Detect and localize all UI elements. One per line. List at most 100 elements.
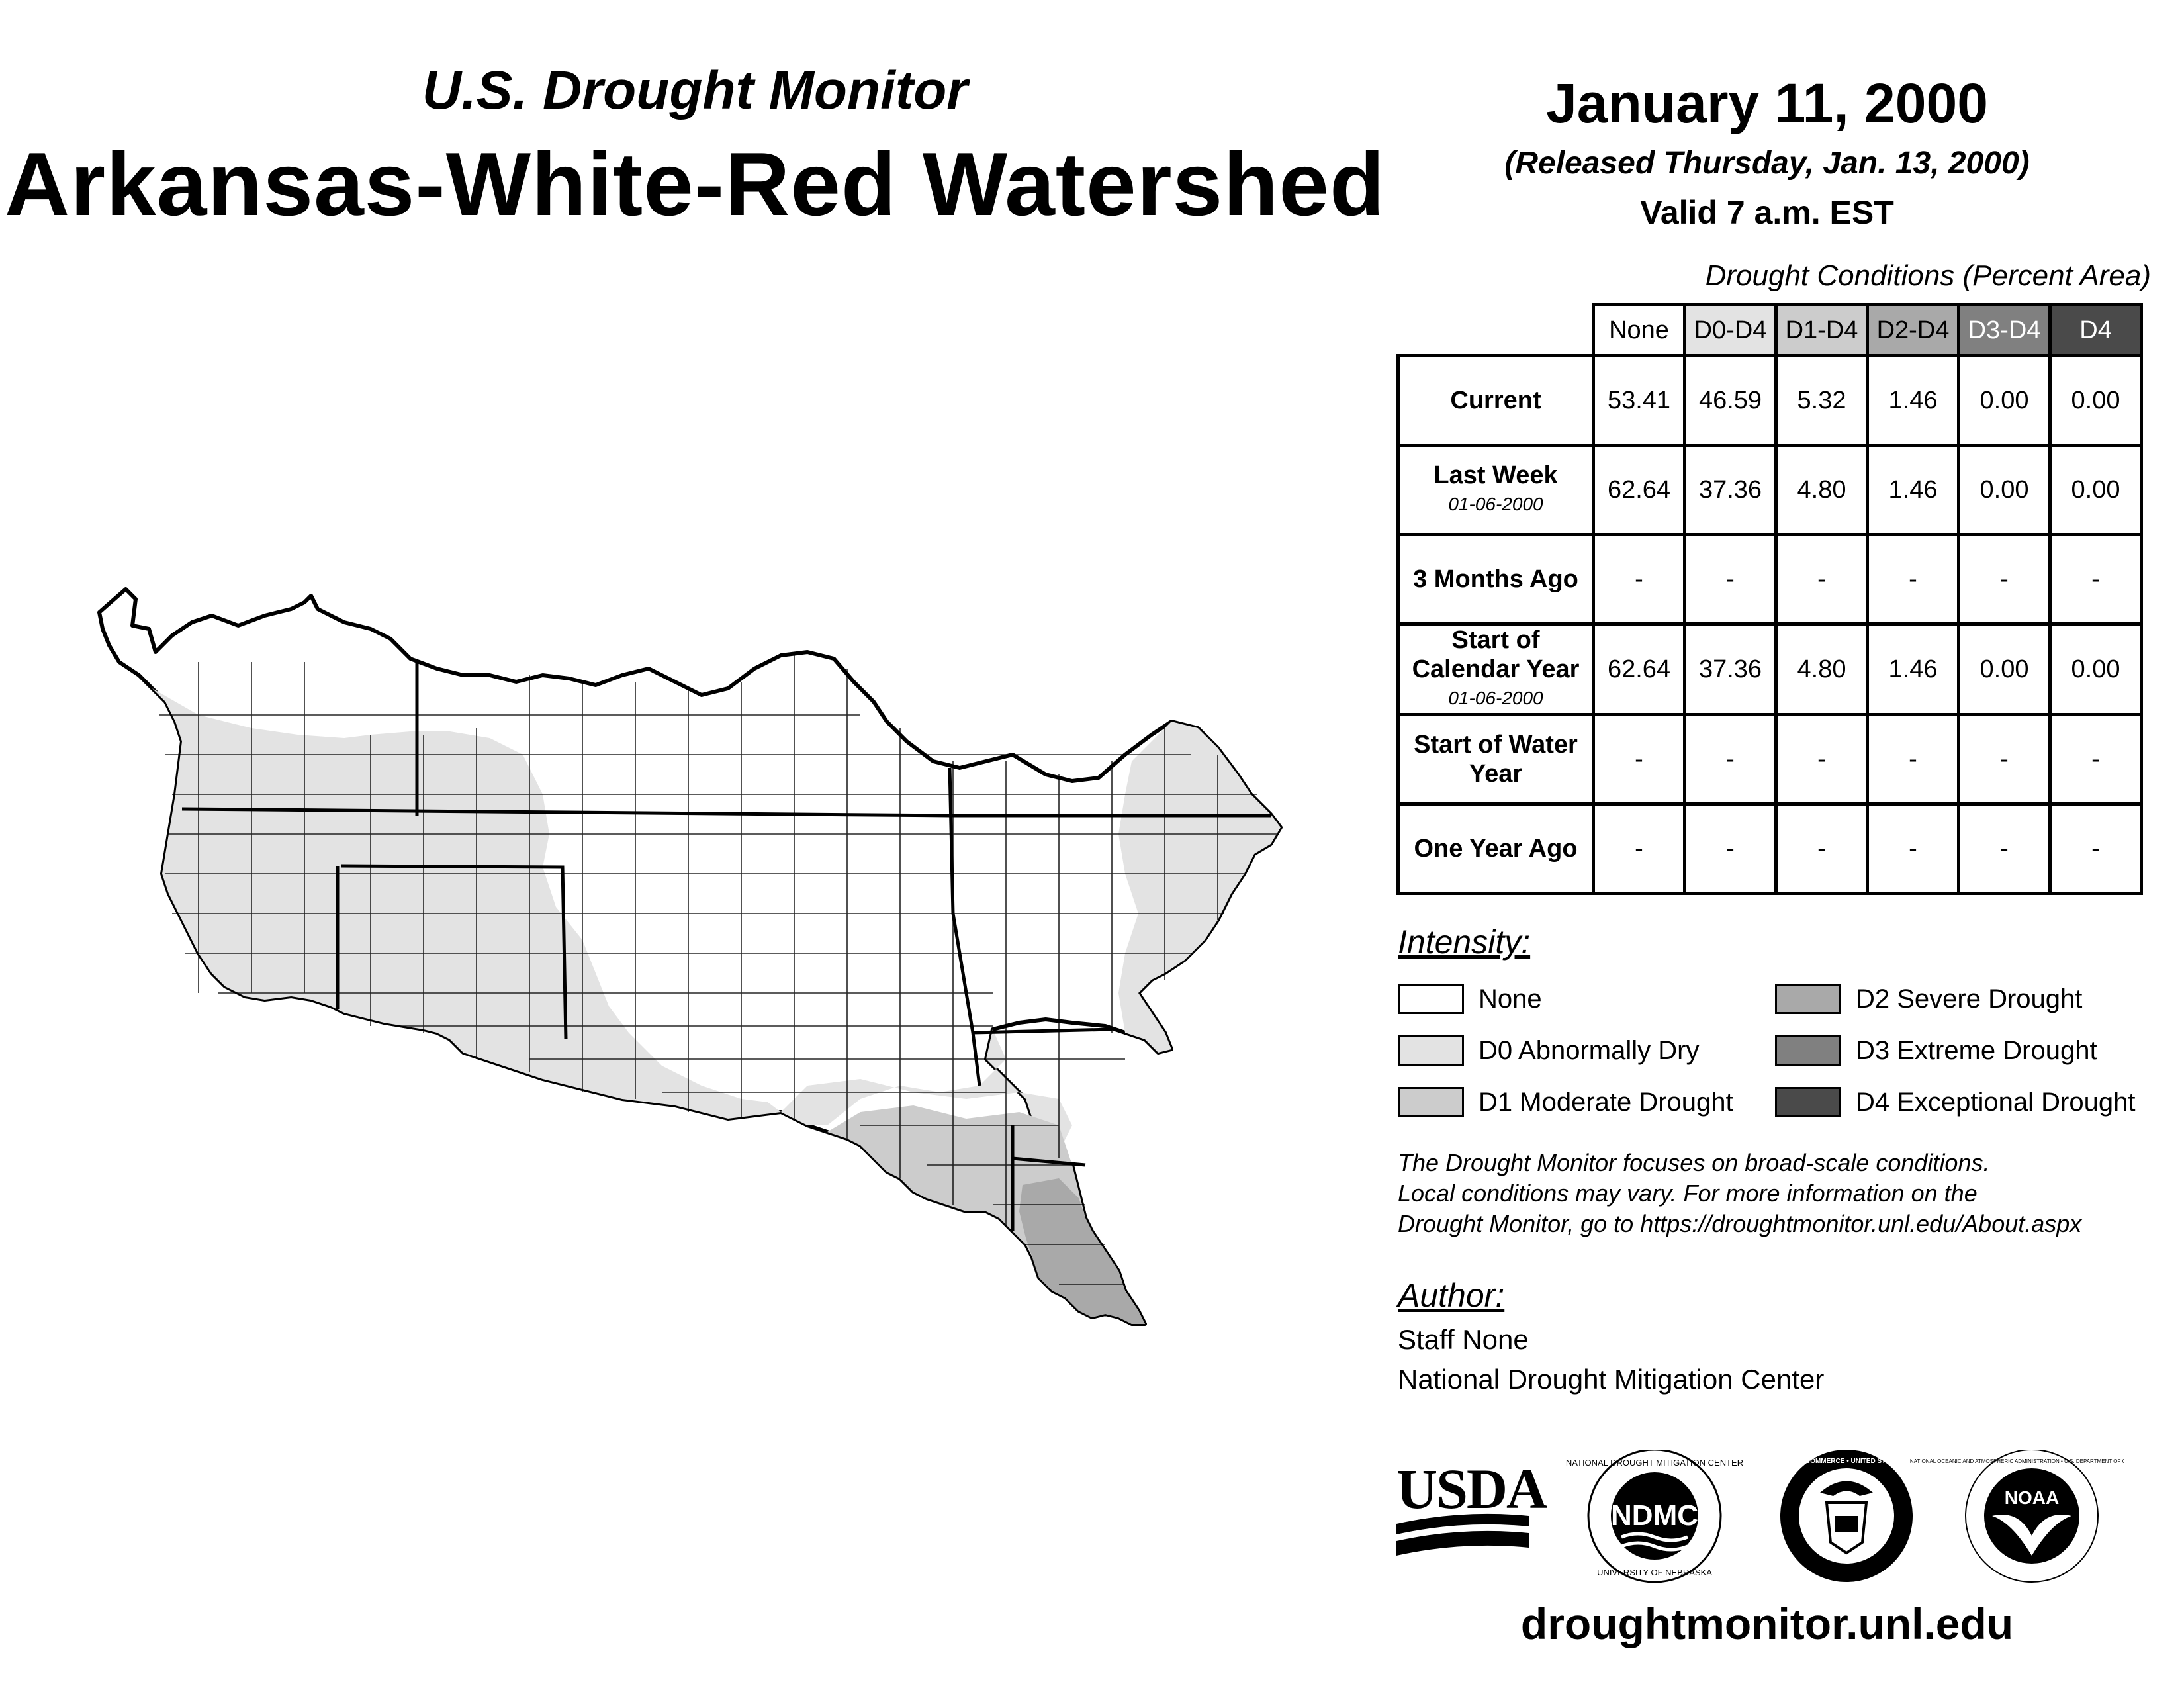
release-line: (Released Thursday, Jan. 13, 2000) <box>1504 146 2030 181</box>
row-label-date: 01-06-2000 <box>1448 494 1543 514</box>
table-cell: 0.00 <box>2048 622 2143 716</box>
table-cell: - <box>1774 533 1869 626</box>
table-cell: 62.64 <box>1592 444 1686 536</box>
table-cell: 0.00 <box>2048 444 2143 536</box>
table-cell: - <box>1592 533 1686 626</box>
legend-label: D4 Exceptional Drought <box>1856 1087 2136 1117</box>
legend-item-d2: D2 Severe Drought <box>1775 984 2082 1014</box>
d0-area-east <box>1118 722 1281 1053</box>
table-cell: 5.32 <box>1774 354 1869 447</box>
table-cell: 46.59 <box>1683 354 1778 447</box>
ndmc-logo-text: NDMC <box>1611 1499 1698 1532</box>
table-cell: - <box>1774 713 1869 806</box>
d0-area-west <box>152 688 781 1119</box>
table-cell: - <box>1866 802 1960 895</box>
legend-label: D2 Severe Drought <box>1856 984 2083 1013</box>
program-title: U.S. Drought Monitor <box>422 60 968 120</box>
row-label: 3 Months Ago <box>1396 533 1595 626</box>
table-cell: - <box>1957 533 2052 626</box>
legend-item-d1: D1 Moderate Drought <box>1398 1087 1733 1117</box>
table-cell: - <box>1592 713 1686 806</box>
table-cell: 37.36 <box>1683 622 1778 716</box>
table-header-row: None D0-D4 D1-D4 D2-D4 D3-D4 D4 <box>1398 303 2143 357</box>
table-cell: - <box>1957 802 2052 895</box>
legend-swatch <box>1775 984 1841 1014</box>
author-heading: Author: <box>1398 1277 1505 1314</box>
table-row-start-water-year: Start of Water Year - - - - - - <box>1396 713 2143 806</box>
noaa-logo: NOAA NATIONAL OCEANIC AND ATMOSPHERIC AD… <box>1910 1450 2124 1583</box>
col-header-d2-d4: D2-D4 <box>1866 303 1960 357</box>
table-cell: 0.00 <box>2048 354 2143 447</box>
table-cell: - <box>1683 533 1778 626</box>
note-line: Local conditions may vary. For more info… <box>1398 1180 1978 1207</box>
col-header-d4: D4 <box>2048 303 2143 357</box>
table-cell: - <box>1592 802 1686 895</box>
table-caption: Drought Conditions (Percent Area) <box>1705 259 2151 292</box>
row-label: Start of Calendar Year 01-06-2000 <box>1396 622 1595 716</box>
table-row-start-calendar-year: Start of Calendar Year 01-06-2000 62.64 3… <box>1396 622 2143 716</box>
legend-item-d0: D0 Abnormally Dry <box>1398 1035 1699 1066</box>
legend-swatch <box>1398 1035 1464 1066</box>
header-right: January 11, 2000 (Released Thursday, Jan… <box>1390 71 2144 232</box>
table-cell: 1.46 <box>1866 622 1960 716</box>
table-cell: 37.36 <box>1683 444 1778 536</box>
col-header-d3-d4: D3-D4 <box>1957 303 2052 357</box>
table-cell: - <box>1866 533 1960 626</box>
table-cell: 1.46 <box>1866 354 1960 447</box>
legend-swatch <box>1775 1035 1841 1066</box>
row-label-text: One Year Ago <box>1414 835 1578 863</box>
row-label-text: Start of Calendar Year <box>1412 626 1580 683</box>
legend-label: D0 Abnormally Dry <box>1479 1035 1700 1065</box>
table-cell: 0.00 <box>1957 354 2052 447</box>
author-org: National Drought Mitigation Center <box>1398 1364 1825 1395</box>
col-header-none: None <box>1592 303 1686 357</box>
col-header-d1-d4: D1-D4 <box>1774 303 1869 357</box>
d0-area-south <box>781 1029 1072 1152</box>
region-title: Arkansas-White-Red Watershed <box>4 134 1386 234</box>
ndmc-logo: NDMC NATIONAL DROUGHT MITIGATION CENTER … <box>1566 1450 1743 1583</box>
table-row-3-months-ago: 3 Months Ago - - - - - - <box>1396 533 2143 626</box>
legend-swatch <box>1398 984 1464 1014</box>
table-cell: 0.00 <box>1957 622 2052 716</box>
usda-logo: USDA <box>1396 1457 1549 1556</box>
disclaimer-note: The Drought Monitor focuses on broad-sca… <box>1398 1148 2179 1239</box>
note-line: The Drought Monitor focuses on broad-sca… <box>1398 1149 1990 1176</box>
logo-row: USDA NDMC NATIONAL DROUGHT MITIGATION CE… <box>1396 1450 2124 1583</box>
table-cell: 0.00 <box>1957 444 2052 536</box>
website-link[interactable]: droughtmonitor.unl.edu <box>1520 1599 2014 1648</box>
table-cell: 62.64 <box>1592 622 1686 716</box>
row-label-date: 01-06-2000 <box>1448 688 1543 708</box>
map-date: January 11, 2000 <box>1546 72 1988 134</box>
row-label: Start of Water Year <box>1396 713 1595 806</box>
row-label: Last Week 01-06-2000 <box>1396 444 1595 536</box>
table-cell: 4.80 <box>1774 622 1869 716</box>
table-row-current: Current 53.41 46.59 5.32 1.46 0.00 0.00 <box>1396 354 2143 447</box>
table-cell: - <box>1683 802 1778 895</box>
legend-label: None <box>1479 984 1542 1013</box>
legend-item-d3: D3 Extreme Drought <box>1775 1035 2097 1066</box>
doc-ring-text: DEPARTMENT OF COMMERCE • UNITED STATES O… <box>1747 1458 1946 1465</box>
table-row-one-year-ago: One Year Ago - - - - - - <box>1396 802 2143 895</box>
valid-line: Valid 7 a.m. EST <box>1640 194 1894 231</box>
row-label: One Year Ago <box>1396 802 1595 895</box>
table-cell: 53.41 <box>1592 354 1686 447</box>
table-cell: - <box>1774 802 1869 895</box>
table-cell: 4.80 <box>1774 444 1869 536</box>
d2-area <box>1019 1178 1145 1324</box>
table-cell: - <box>1957 713 2052 806</box>
row-label: Current <box>1396 354 1595 447</box>
noaa-logo-text: NOAA <box>2005 1487 2059 1508</box>
author-name: Staff None <box>1398 1324 1529 1355</box>
legend-item-none: None <box>1398 984 1542 1014</box>
row-label-text: Start of Water Year <box>1414 731 1578 788</box>
header-left: U.S. Drought Monitor Arkansas-White-Red … <box>0 60 1390 236</box>
noaa-ring-text: NATIONAL OCEANIC AND ATMOSPHERIC ADMINIS… <box>1910 1458 2124 1464</box>
header-blank-cell <box>1398 305 1595 357</box>
watershed-map <box>97 587 1283 1326</box>
legend-label: D1 Moderate Drought <box>1479 1087 1733 1117</box>
table-cell: - <box>2048 802 2143 895</box>
drought-stats-table: None D0-D4 D1-D4 D2-D4 D3-D4 D4 Current … <box>1396 303 2143 895</box>
row-label-text: 3 Months Ago <box>1413 565 1578 593</box>
county-lines <box>159 655 1277 1285</box>
legend-swatch <box>1398 1087 1464 1117</box>
